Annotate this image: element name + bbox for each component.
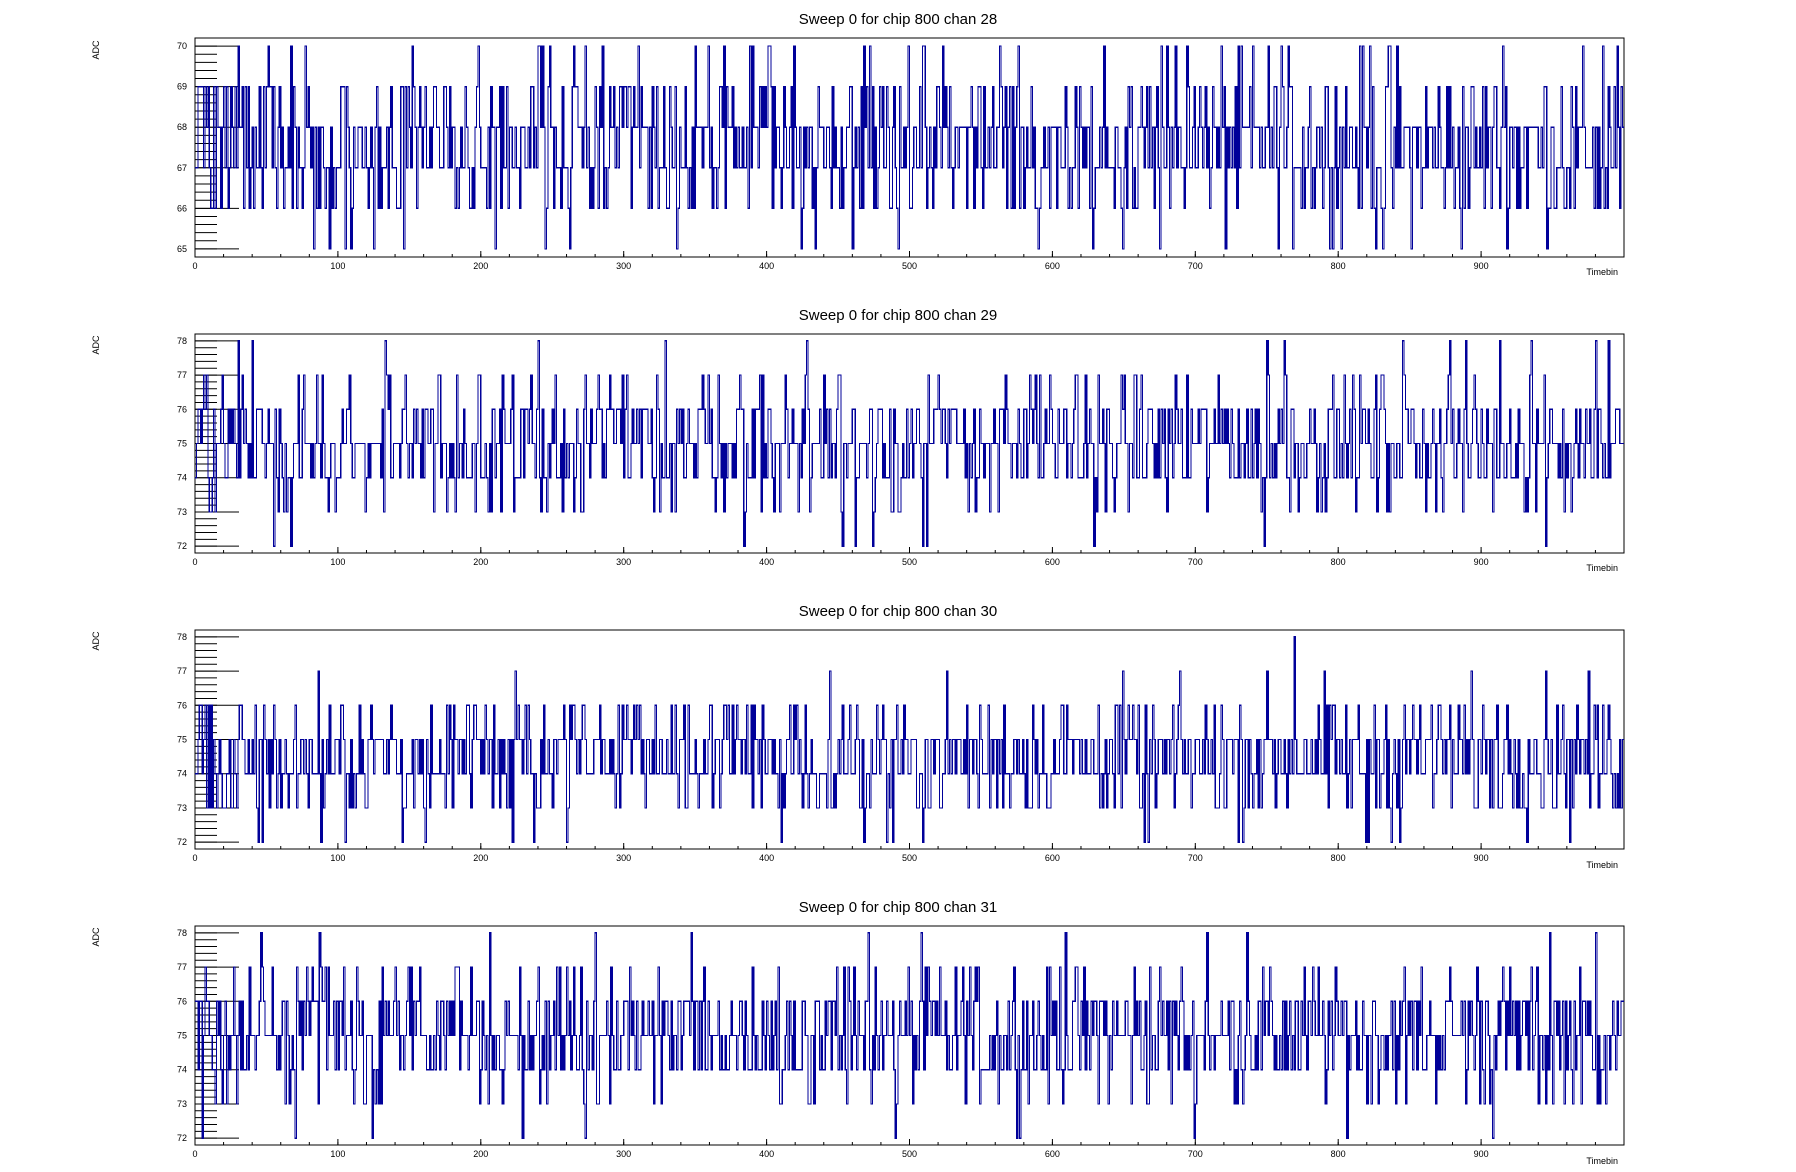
y-tick-label: 76 xyxy=(177,404,187,414)
x-tick-label: 700 xyxy=(1188,853,1203,863)
y-tick-label: 72 xyxy=(177,1133,187,1143)
y-axis-label: ADC xyxy=(91,631,101,651)
x-tick-label: 300 xyxy=(616,557,631,567)
x-tick-label: 300 xyxy=(616,261,631,271)
x-tick-label: 700 xyxy=(1188,557,1203,567)
x-tick-label: 800 xyxy=(1331,557,1346,567)
y-tick-label: 67 xyxy=(177,163,187,173)
y-tick-label: 72 xyxy=(177,837,187,847)
x-axis-label: Timebin xyxy=(1586,267,1618,277)
x-tick-label: 600 xyxy=(1045,1149,1060,1159)
adc-trace xyxy=(195,932,1624,1139)
panel-title: Sweep 0 for chip 800 chan 28 xyxy=(799,11,997,28)
y-tick-label: 73 xyxy=(177,803,187,813)
x-tick-label: 100 xyxy=(330,853,345,863)
x-tick-label: 500 xyxy=(902,853,917,863)
x-axis-label: Timebin xyxy=(1586,563,1618,573)
y-tick-label: 74 xyxy=(177,473,187,483)
x-tick-label: 900 xyxy=(1474,557,1489,567)
x-tick-label: 900 xyxy=(1474,853,1489,863)
x-axis-label: Timebin xyxy=(1586,1156,1618,1166)
y-tick-label: 75 xyxy=(177,735,187,745)
x-tick-label: 200 xyxy=(473,853,488,863)
x-tick-label: 400 xyxy=(759,1149,774,1159)
x-tick-label: 900 xyxy=(1474,261,1489,271)
y-tick-label: 78 xyxy=(177,632,187,642)
x-tick-label: 0 xyxy=(192,557,197,567)
y-tick-label: 73 xyxy=(177,507,187,517)
plot-area: 0 100 200 300 400 500 600 700 800 900 65 66 67 68 69 70 xyxy=(177,37,1625,271)
panel-chan-31: Sweep 0 for chip 800 chan 31 ADC Timebin… xyxy=(91,899,1625,1166)
x-tick-label: 100 xyxy=(330,557,345,567)
y-tick-label: 77 xyxy=(177,962,187,972)
adc-trace xyxy=(195,45,1624,250)
y-tick-label: 76 xyxy=(177,996,187,1006)
adc-trace xyxy=(195,636,1624,843)
x-tick-label: 600 xyxy=(1045,261,1060,271)
y-tick-label: 75 xyxy=(177,439,187,449)
panel-chan-28: Sweep 0 for chip 800 chan 28 ADC Timebin… xyxy=(91,11,1625,277)
plot-area: 0 100 200 300 400 500 600 700 800 900 72 73 74 75 76 77… xyxy=(177,333,1625,567)
x-tick-label: 0 xyxy=(192,853,197,863)
x-tick-label: 700 xyxy=(1188,1149,1203,1159)
y-axis-label: ADC xyxy=(91,335,101,355)
y-axis-label: ADC xyxy=(91,40,101,60)
y-tick-label: 65 xyxy=(177,244,187,254)
panel-chan-30: Sweep 0 for chip 800 chan 30 ADC Timebin… xyxy=(91,603,1625,870)
y-tick-label: 77 xyxy=(177,666,187,676)
panel-title: Sweep 0 for chip 800 chan 29 xyxy=(799,307,997,324)
y-tick-label: 77 xyxy=(177,370,187,380)
x-tick-label: 700 xyxy=(1188,261,1203,271)
panel-title: Sweep 0 for chip 800 chan 30 xyxy=(799,603,997,620)
x-tick-label: 800 xyxy=(1331,853,1346,863)
y-tick-label: 78 xyxy=(177,928,187,938)
x-axis-label: Timebin xyxy=(1586,860,1618,870)
y-tick-label: 73 xyxy=(177,1099,187,1109)
x-tick-label: 400 xyxy=(759,261,774,271)
panel-title: Sweep 0 for chip 800 chan 31 xyxy=(799,899,997,916)
x-tick-label: 300 xyxy=(616,853,631,863)
y-tick-label: 66 xyxy=(177,203,187,213)
x-tick-label: 0 xyxy=(192,261,197,271)
x-tick-label: 200 xyxy=(473,261,488,271)
y-tick-label: 70 xyxy=(177,41,187,51)
x-tick-label: 400 xyxy=(759,557,774,567)
y-tick-label: 78 xyxy=(177,336,187,346)
y-tick-label: 68 xyxy=(177,122,187,132)
x-tick-label: 600 xyxy=(1045,853,1060,863)
y-tick-label: 69 xyxy=(177,82,187,92)
x-tick-label: 200 xyxy=(473,557,488,567)
y-tick-label: 74 xyxy=(177,769,187,779)
x-tick-label: 500 xyxy=(902,557,917,567)
x-tick-label: 100 xyxy=(330,261,345,271)
x-tick-label: 500 xyxy=(902,261,917,271)
x-tick-label: 800 xyxy=(1331,261,1346,271)
adc-trace xyxy=(195,340,1624,547)
x-tick-label: 300 xyxy=(616,1149,631,1159)
x-tick-label: 600 xyxy=(1045,557,1060,567)
y-tick-label: 76 xyxy=(177,700,187,710)
x-tick-label: 900 xyxy=(1474,1149,1489,1159)
x-tick-label: 0 xyxy=(192,1149,197,1159)
x-tick-label: 400 xyxy=(759,853,774,863)
y-tick-label: 74 xyxy=(177,1065,187,1075)
panel-chan-29: Sweep 0 for chip 800 chan 29 ADC Timebin… xyxy=(91,307,1625,573)
x-tick-label: 800 xyxy=(1331,1149,1346,1159)
y-tick-label: 75 xyxy=(177,1031,187,1041)
y-tick-label: 72 xyxy=(177,541,187,551)
x-tick-label: 200 xyxy=(473,1149,488,1159)
x-tick-label: 100 xyxy=(330,1149,345,1159)
plot-area: 0 100 200 300 400 500 600 700 800 900 72 73 74 75 76 77… xyxy=(177,629,1625,863)
plot-area: 0 100 200 300 400 500 600 700 800 900 72 73 74 75 76 77… xyxy=(177,925,1625,1159)
y-axis-label: ADC xyxy=(91,927,101,947)
x-tick-label: 500 xyxy=(902,1149,917,1159)
